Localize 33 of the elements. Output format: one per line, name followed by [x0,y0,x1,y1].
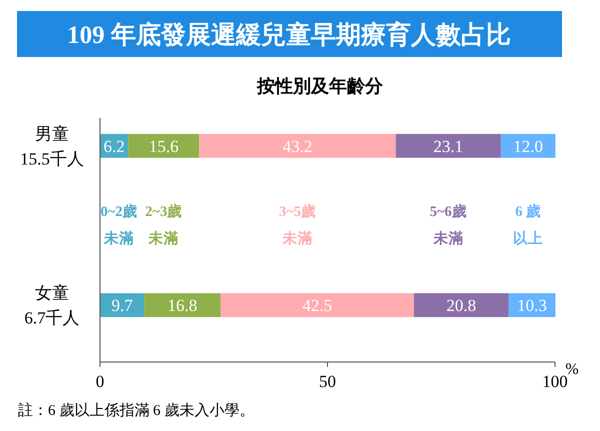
bar [508,293,556,318]
bar [396,134,501,158]
x-tick-label: 50 [319,372,336,391]
data-label: 43.2 [282,136,312,156]
bar [500,134,556,158]
bar [199,134,396,158]
text: 6 歲以上 [513,203,544,247]
data-label: 20.8 [446,296,476,316]
data-label: 42.5 [302,296,332,316]
data-label: 6.2 [103,136,125,156]
bar [220,293,414,318]
x-axis-title: % [565,361,579,378]
text: 2~3歲未滿 [145,203,182,247]
text: 0~2歲未滿 [100,203,138,247]
data-label: 9.7 [111,296,134,316]
bar [128,134,200,158]
chart-subtitle: 按性別及年齡分 [256,76,384,96]
data-label: 10.3 [517,296,547,316]
y-tick-label: 男童 15.5千人 [20,124,84,168]
x-tick-label: 0 [96,372,104,391]
text: 3~5歲未滿 [278,203,316,247]
bar [144,293,221,318]
data-label: 12.0 [513,136,544,156]
bar [100,293,144,318]
data-label: 16.8 [167,296,198,316]
data-label: 23.1 [433,136,464,156]
x-tick-label: 100 [542,372,568,391]
text: 5~6歲未滿 [430,203,467,247]
chart-title: 109 年底發展遲緩兒童早期療育人數占比 [67,20,511,49]
data-label: 15.6 [148,136,179,156]
text: 註：6 歲以上係指滿 6 歲未入小學。 [18,402,254,419]
bar [414,293,509,318]
y-tick-label: 女童 6.7千人 [24,284,80,328]
